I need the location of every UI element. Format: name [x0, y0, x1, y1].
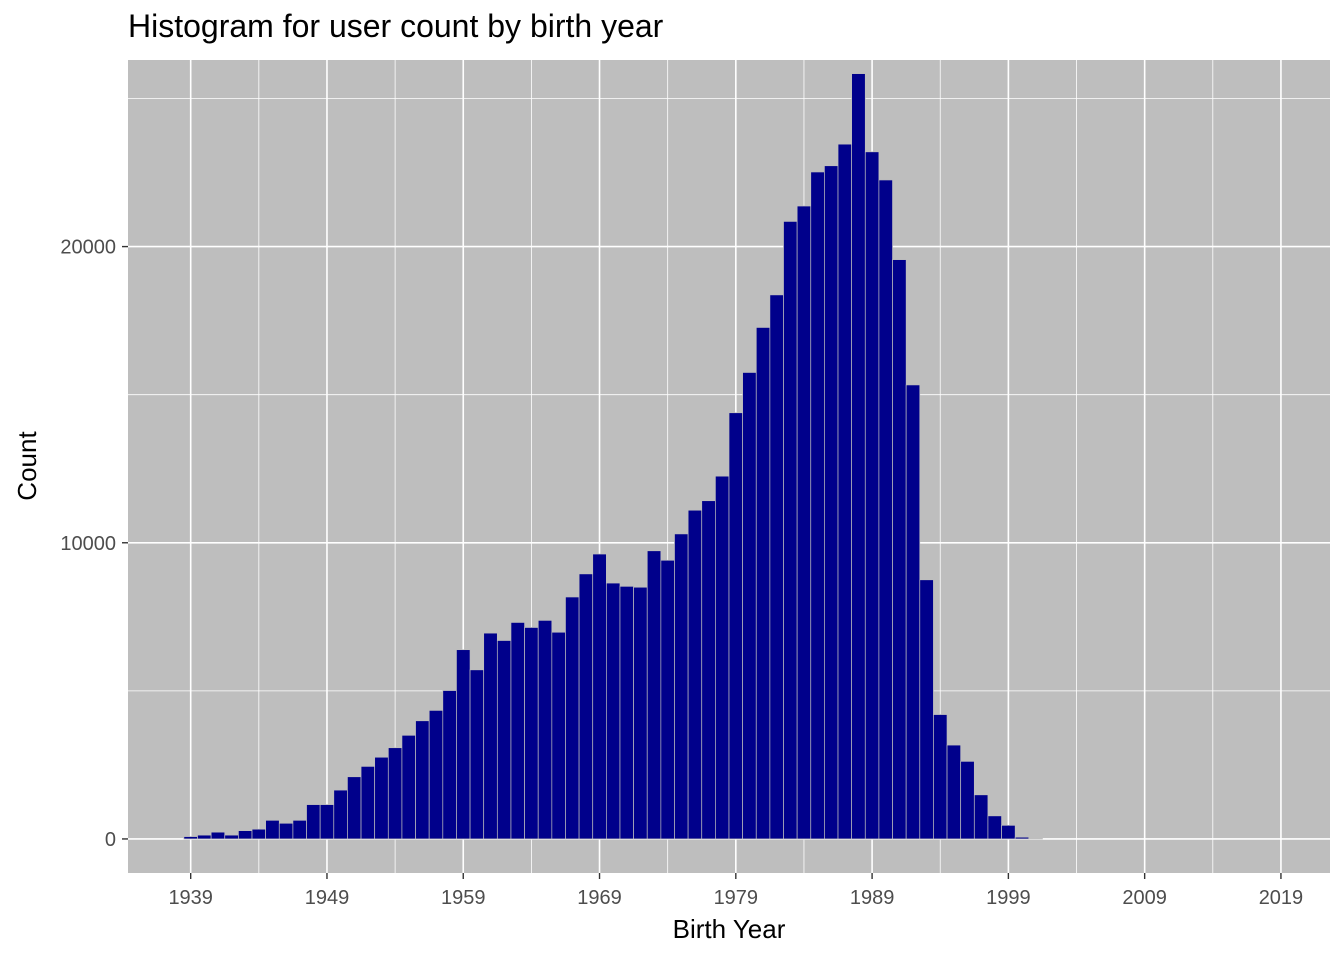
x-tick-label: 1959 — [441, 887, 486, 909]
histogram-bar — [360, 766, 376, 840]
histogram-bar — [742, 372, 757, 840]
histogram-bar — [646, 550, 662, 840]
histogram-bar — [1014, 836, 1030, 840]
histogram-bar — [633, 586, 648, 840]
histogram-bar — [292, 819, 307, 840]
histogram-bar — [510, 622, 525, 840]
y-tick-label: 0 — [105, 829, 116, 851]
histogram-bar — [878, 179, 893, 840]
histogram-bar — [578, 573, 594, 840]
histogram-bar — [265, 819, 280, 840]
histogram-bar — [319, 804, 335, 840]
histogram-bar — [428, 710, 444, 840]
y-axis-title: Count — [12, 431, 42, 501]
histogram-bar — [210, 831, 226, 840]
chart-title: Histogram for user count by birth year — [128, 8, 664, 44]
histogram-bar — [619, 585, 634, 840]
histogram-bar — [933, 714, 948, 840]
histogram-bar — [728, 412, 743, 840]
histogram-bar — [592, 553, 607, 840]
histogram-bar — [483, 632, 498, 840]
histogram-bar — [197, 834, 212, 840]
x-tick-label: 2009 — [1122, 887, 1167, 909]
histogram-bar — [851, 73, 866, 840]
histogram-bar — [524, 627, 539, 840]
histogram-bar — [960, 760, 975, 840]
histogram-bar — [551, 631, 566, 840]
histogram-bar — [224, 834, 239, 840]
x-tick-label: 1979 — [714, 887, 759, 909]
histogram-bar — [469, 669, 485, 840]
histogram-bar — [755, 327, 771, 840]
y-tick-label: 10000 — [60, 533, 116, 555]
histogram-bar — [769, 294, 784, 840]
histogram-bar — [565, 596, 580, 840]
histogram-bar — [660, 559, 675, 840]
histogram-bar — [946, 744, 962, 840]
x-tick-label: 2019 — [1259, 887, 1304, 909]
histogram-bar — [238, 830, 253, 840]
histogram-bar — [374, 756, 389, 840]
histogram-bar — [1028, 837, 1043, 840]
histogram-bar — [496, 640, 512, 840]
histogram-bar — [333, 789, 348, 840]
histogram-bar — [783, 221, 798, 840]
histogram-bar — [987, 815, 1002, 840]
histogram-bar — [973, 794, 989, 840]
histogram-bar — [687, 509, 703, 840]
histogram-bar — [537, 620, 553, 840]
x-tick-label: 1999 — [986, 887, 1031, 909]
histogram-bar — [442, 690, 457, 840]
histogram-bar — [401, 734, 416, 840]
histogram-bar — [415, 720, 430, 840]
x-tick-label: 1939 — [168, 887, 213, 909]
histogram-bar — [387, 747, 403, 840]
histogram-bar — [715, 475, 730, 840]
histogram-bar — [837, 143, 853, 840]
histogram-bar — [919, 579, 934, 840]
histogram-bar — [701, 500, 716, 840]
histogram-bar — [892, 259, 907, 840]
histogram-bar — [810, 171, 825, 840]
histogram-bar — [456, 649, 471, 840]
x-axis-title: Birth Year — [673, 914, 786, 944]
histogram-bar — [864, 151, 880, 840]
x-tick-label: 1989 — [850, 887, 895, 909]
histogram-bar — [824, 165, 839, 840]
histogram-bar — [905, 384, 921, 840]
bars — [183, 73, 1043, 840]
x-tick-label: 1949 — [305, 887, 350, 909]
histogram-bar — [347, 776, 362, 840]
histogram-bar — [1001, 824, 1016, 840]
histogram-bar — [183, 836, 198, 840]
histogram-bar — [251, 828, 266, 840]
y-axis: 0 10000 20000 — [60, 237, 128, 851]
histogram-bar — [674, 533, 689, 840]
histogram-bar — [796, 205, 812, 840]
x-axis: 1939 1949 1959 1969 1979 1989 1999 2009 2019 — [168, 873, 1303, 909]
x-tick-label: 1969 — [577, 887, 622, 909]
y-tick-label: 20000 — [60, 237, 116, 259]
histogram-bar — [306, 804, 321, 840]
histogram-bar — [278, 822, 294, 840]
histogram-bar — [605, 582, 621, 840]
